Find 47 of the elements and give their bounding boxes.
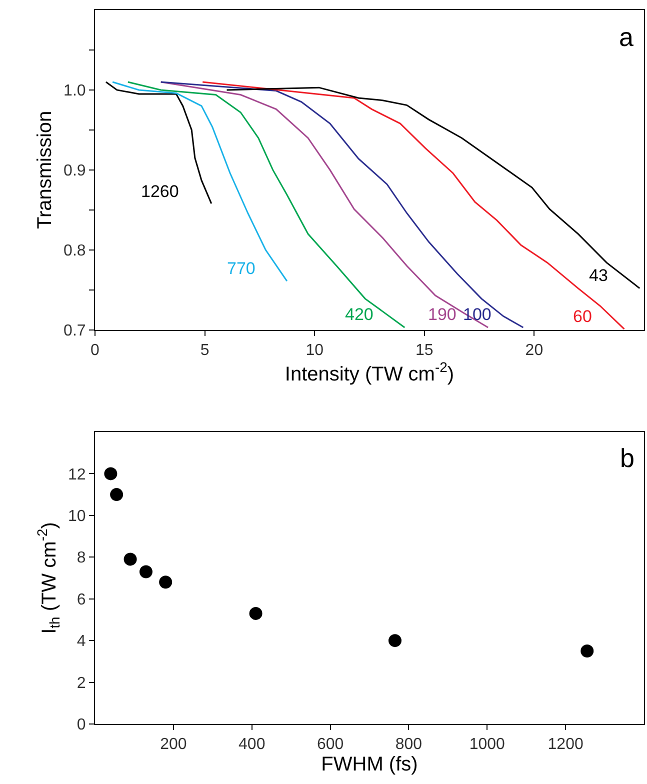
- y-tick-label: 0.7: [64, 322, 86, 340]
- x-axis-title: FWHM (fs): [321, 754, 418, 776]
- x-tick-label: 800: [395, 736, 422, 754]
- x-tick-label: 15: [416, 342, 434, 360]
- point: [159, 576, 172, 589]
- x-tick-label: 600: [316, 736, 344, 754]
- x-tick-label: 400: [238, 736, 266, 754]
- point: [249, 606, 262, 620]
- y-tick-label: 0.9: [64, 162, 86, 180]
- x-tick-label: 20: [525, 342, 544, 360]
- series-label: 43: [589, 266, 608, 285]
- x-tick-label: 10: [306, 342, 324, 360]
- line-series: [127, 81, 406, 328]
- point: [139, 565, 152, 578]
- x-tick-label: 5: [200, 342, 210, 360]
- series-label: 770: [227, 259, 256, 278]
- point: [580, 644, 594, 658]
- line-series: [202, 81, 625, 330]
- y-tick-label: 8: [76, 550, 86, 567]
- x-tick-label: 1000: [469, 736, 506, 754]
- series-label: 100: [463, 305, 492, 324]
- x-tick-label: 200: [160, 736, 187, 754]
- y-tick-label: 2: [76, 674, 86, 692]
- point: [124, 552, 137, 566]
- line-series: [112, 81, 288, 282]
- y-tick-label: 10: [68, 508, 86, 526]
- series-label: 190: [428, 305, 456, 324]
- point: [110, 488, 124, 502]
- series-label: 420: [345, 305, 374, 324]
- y-tick-label: 1.0: [64, 82, 86, 100]
- y-tick-label: 4: [76, 633, 86, 650]
- x-axis-title: Intensity (TW cm$^{-2}$): [284, 359, 454, 386]
- y-tick-label: 0: [76, 716, 86, 734]
- x-tick-label: 0: [90, 342, 100, 360]
- y-tick-label: 0.8: [64, 242, 86, 260]
- y-tick-label: 6: [76, 591, 86, 608]
- point: [388, 634, 402, 648]
- annotation: b: [620, 443, 634, 473]
- y-axis-title: Transmission: [34, 110, 56, 230]
- line-series: [105, 81, 212, 204]
- x-tick-label: 1200: [548, 736, 584, 754]
- annotation: a: [619, 22, 634, 52]
- series-label: 1260: [141, 182, 179, 201]
- series-label: 60: [573, 307, 592, 326]
- point: [104, 467, 118, 480]
- line-series: [226, 86, 640, 290]
- y-tick-label: 12: [68, 466, 86, 484]
